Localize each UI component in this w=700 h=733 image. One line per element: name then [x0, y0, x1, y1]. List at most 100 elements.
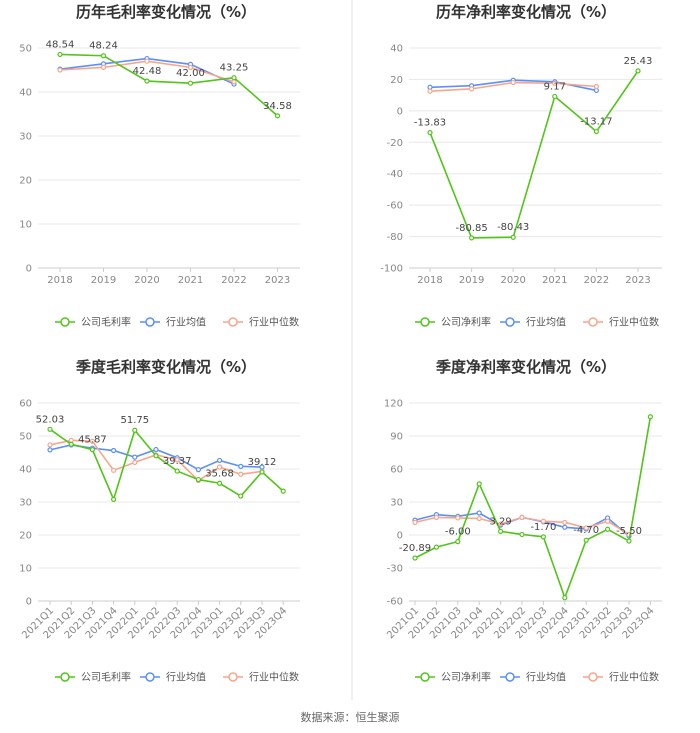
data-point-company	[259, 469, 265, 475]
data-point-median	[174, 457, 180, 463]
data-point-company	[174, 468, 180, 474]
data-point-company	[47, 426, 53, 432]
legend-item-avg: 行业均值	[140, 671, 206, 684]
data-point-avg	[217, 457, 223, 464]
data-point-avg	[476, 510, 482, 516]
data-point-median	[231, 79, 237, 85]
y-tick-label: 40	[19, 465, 32, 476]
legend-label: 公司毛利率	[81, 316, 131, 329]
data-point-company	[231, 75, 237, 81]
data-point-company	[110, 496, 117, 502]
y-tick-label: 0	[397, 531, 403, 542]
y-tick-label: -60	[387, 201, 403, 212]
data-point-company	[433, 544, 439, 550]
chart-panel-4: 季度净利率变化情况（%）-60-3003060901202021Q12021Q2…	[384, 358, 662, 684]
legend-item-avg: 行业均值	[500, 671, 566, 684]
data-label: -80.43	[497, 222, 529, 233]
legend-item-company: 公司毛利率	[55, 671, 131, 684]
data-point-median	[455, 515, 461, 521]
legend-label: 行业均值	[166, 316, 206, 329]
data-point-median	[412, 519, 418, 525]
data-point-company	[635, 68, 641, 74]
x-tick-label: 2018	[417, 275, 442, 286]
data-label: -20.89	[399, 543, 431, 554]
legend-label: 行业均值	[166, 671, 206, 684]
y-tick-label: 30	[390, 498, 403, 509]
data-point-company	[498, 528, 504, 534]
legend-item-company: 公司净利率	[415, 316, 491, 329]
chart-panel-1: 历年毛利率变化情况（%） 0 10 20 30 40 50 2018 2019 2020 2021 2…	[19, 3, 300, 329]
data-label: -80.85	[455, 223, 487, 234]
data-point-median	[100, 64, 107, 70]
data-point-company	[100, 53, 107, 59]
legend-swatch-marker	[420, 317, 430, 327]
data-label: -1.70	[530, 522, 556, 533]
y-tick-label: 50	[19, 432, 32, 443]
legend-swatch-marker	[60, 672, 70, 682]
data-point-median	[540, 518, 547, 524]
data-point-company	[68, 441, 74, 447]
data-label: 39.37	[163, 456, 192, 467]
x-tick-label: 2023	[265, 275, 290, 286]
data-point-median	[132, 459, 138, 465]
data-label: 35.68	[205, 468, 234, 479]
data-point-median	[217, 464, 223, 470]
legend-item-company: 公司净利率	[415, 671, 491, 684]
legend-label: 公司净利率	[441, 316, 491, 329]
data-label: 45.87	[78, 435, 107, 446]
legend-label: 行业中位数	[609, 671, 659, 684]
data-label: 25.43	[624, 56, 653, 67]
y-tick-label: 20	[19, 176, 32, 187]
legend-swatch-marker	[228, 317, 238, 327]
legend-label: 行业均值	[526, 671, 566, 684]
y-tick-label: 60	[390, 465, 403, 476]
data-point-median	[498, 521, 504, 527]
data-label: 42.00	[176, 68, 205, 79]
data-point-median	[110, 467, 117, 473]
y-tick-label: -60	[387, 597, 403, 608]
data-point-company	[89, 447, 96, 453]
data-label: 48.24	[89, 41, 118, 52]
series-line-company	[414, 416, 652, 601]
y-tick-label: 60	[19, 399, 32, 410]
legend-swatch-marker	[145, 317, 155, 327]
data-label: 9.17	[544, 81, 566, 92]
data-point-company	[427, 129, 433, 136]
legend-swatch-marker	[145, 672, 155, 682]
data-label: 48.54	[46, 39, 75, 50]
legend-swatch-marker	[588, 672, 598, 682]
data-point-avg	[153, 446, 159, 453]
data-label: 52.03	[36, 414, 65, 425]
data-point-median	[89, 438, 96, 444]
data-point-median	[604, 518, 611, 524]
data-point-company	[647, 414, 654, 420]
data-point-company	[187, 80, 194, 86]
data-point-median	[433, 514, 439, 521]
data-label: 51.75	[120, 415, 149, 426]
chart-title: 季度毛利率变化情况（%）	[76, 358, 256, 376]
data-label: -13.83	[414, 118, 446, 129]
data-point-company	[540, 534, 547, 540]
series-line-company	[429, 70, 639, 239]
legend-item-median: 行业中位数	[583, 671, 659, 684]
legend-label: 行业中位数	[609, 316, 659, 329]
legend-swatch-marker	[420, 672, 430, 682]
data-point-median	[583, 525, 589, 531]
x-tick-label: 2023	[625, 275, 650, 286]
x-tick-label: 2021	[542, 275, 567, 286]
data-point-company	[238, 493, 244, 499]
y-tick-label: 30	[19, 498, 32, 509]
data-point-company	[455, 538, 461, 545]
y-tick-label: 50	[19, 44, 32, 55]
x-tick-label: 2022	[584, 275, 609, 286]
y-tick-label: -80	[387, 232, 403, 243]
data-point-median	[510, 79, 516, 86]
legend-item-median: 行业中位数	[223, 671, 299, 684]
legend-item-avg: 行业均值	[140, 316, 206, 329]
data-point-median	[562, 519, 568, 525]
y-tick-label: 40	[390, 44, 403, 55]
legend-item-company: 公司毛利率	[55, 316, 131, 329]
legend-label: 行业中位数	[249, 316, 299, 329]
data-point-company	[57, 51, 63, 58]
